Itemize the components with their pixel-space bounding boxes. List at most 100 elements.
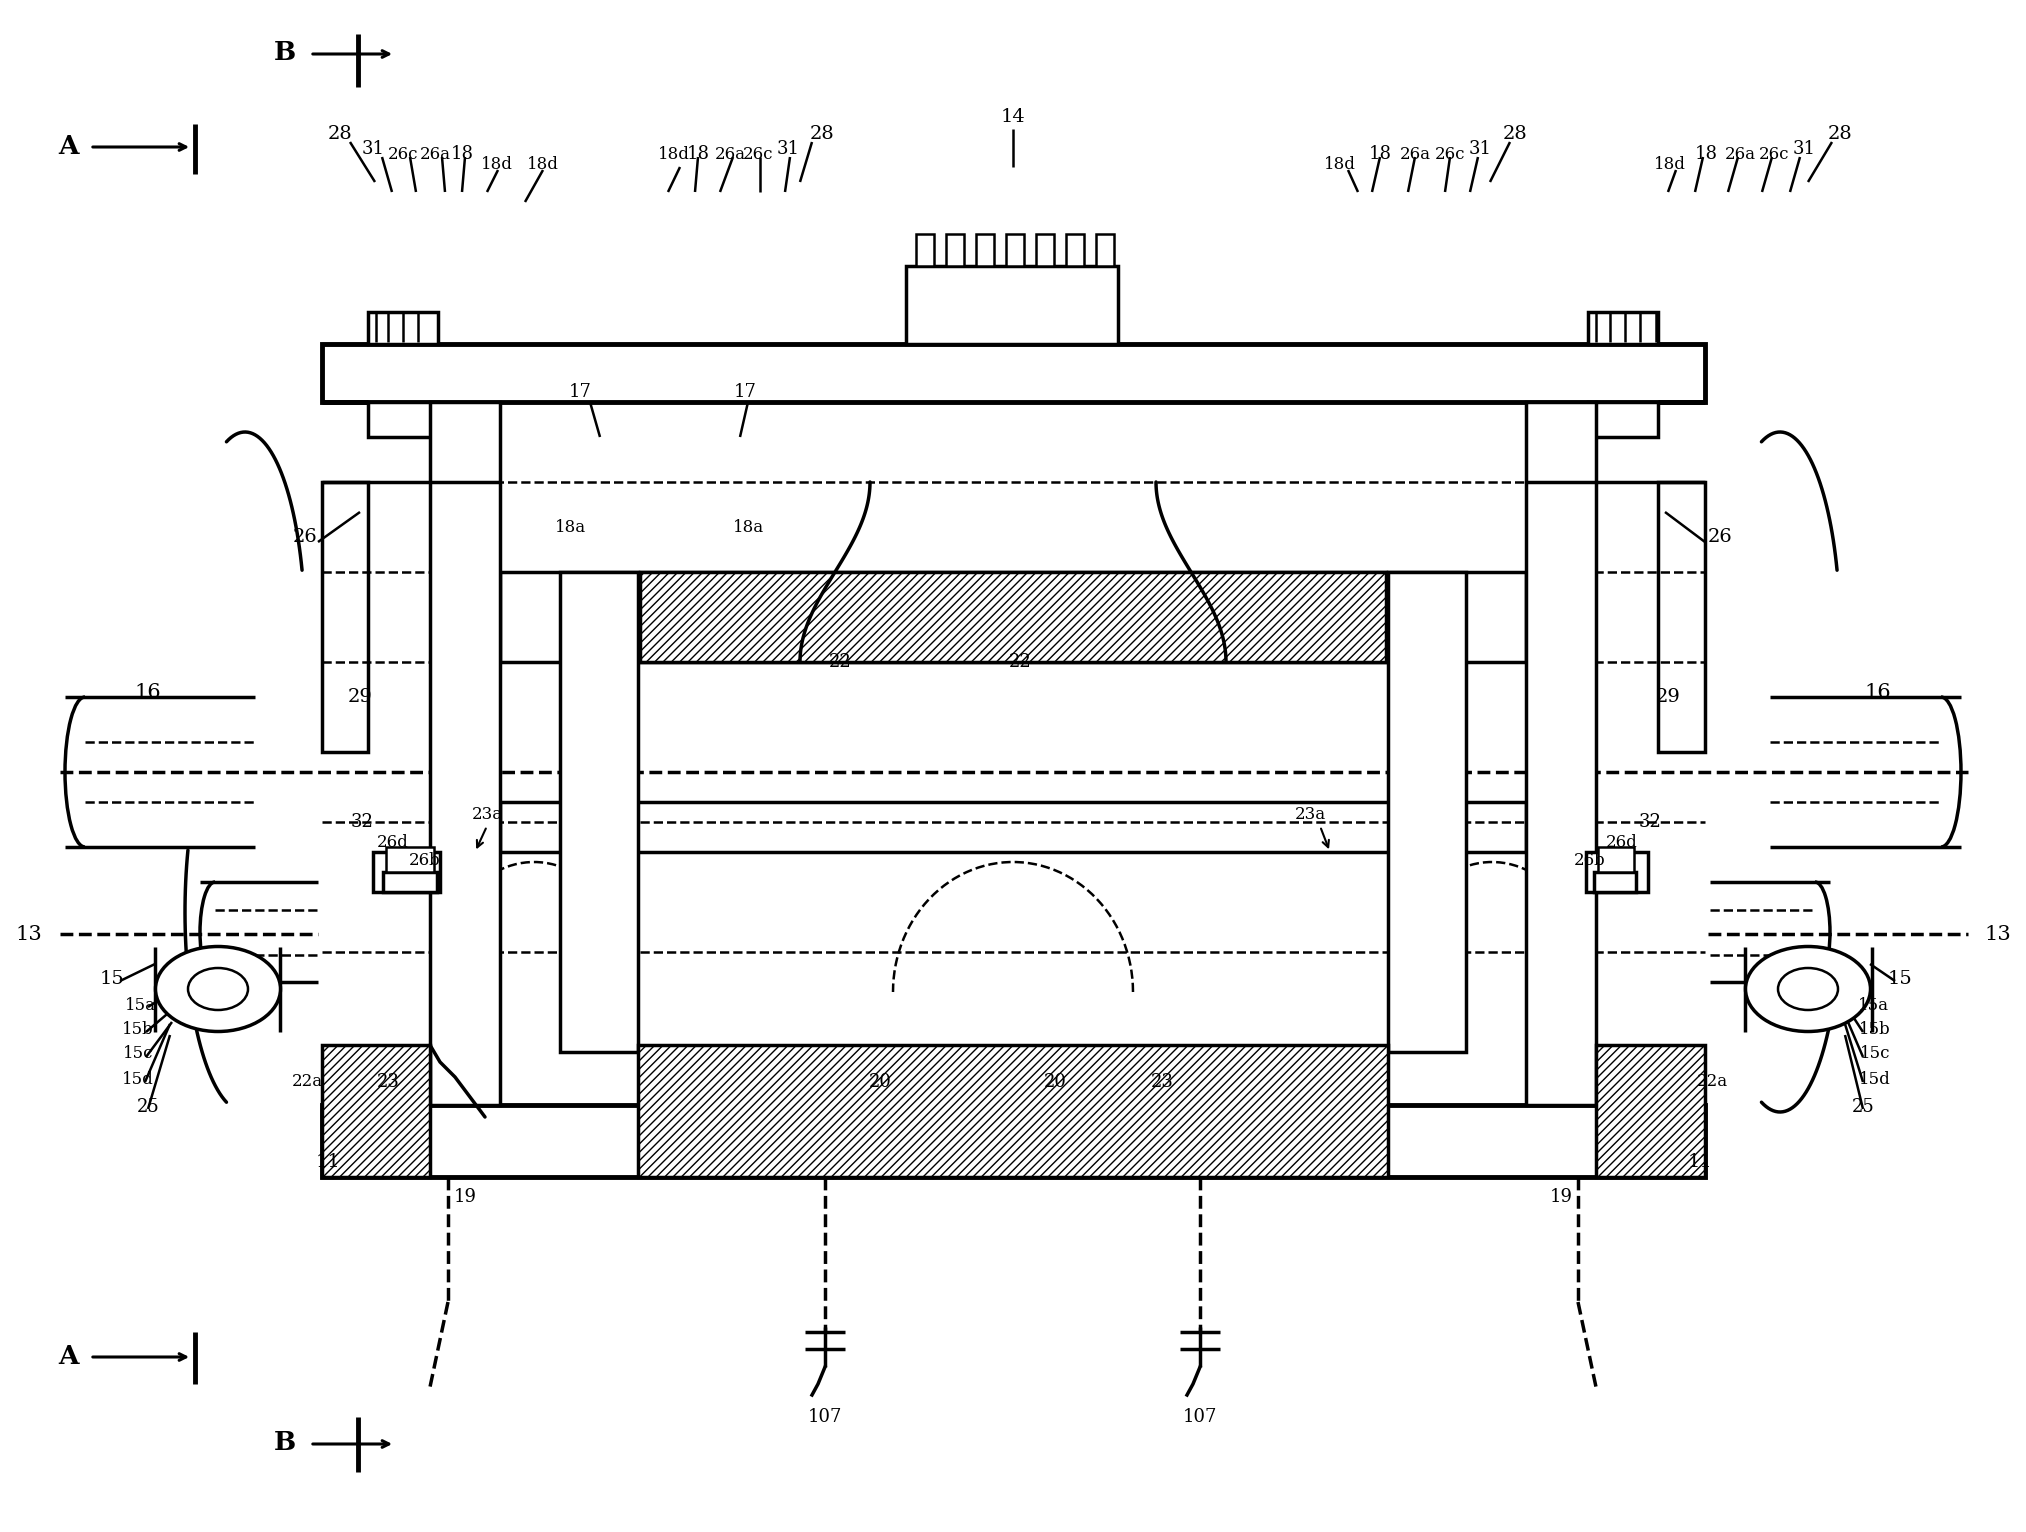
Text: 23a: 23a: [472, 806, 502, 823]
Bar: [369, 401, 438, 437]
Text: 23: 23: [377, 1072, 399, 1091]
Text: 26a: 26a: [1724, 146, 1755, 162]
Bar: [373, 852, 440, 892]
Text: 26c: 26c: [1434, 146, 1465, 162]
Bar: [1588, 401, 1657, 437]
Text: 26c: 26c: [387, 146, 417, 162]
Text: 18: 18: [1694, 146, 1718, 162]
Text: 26d: 26d: [1607, 833, 1637, 850]
Text: 31: 31: [1793, 139, 1815, 158]
Bar: [1588, 313, 1657, 345]
Text: 25: 25: [1852, 1098, 1874, 1115]
Text: 32: 32: [1639, 813, 1661, 830]
Bar: [322, 1105, 1706, 1177]
Text: 15b: 15b: [122, 1020, 154, 1037]
Text: 29: 29: [348, 688, 373, 706]
Text: 31: 31: [1469, 139, 1491, 158]
Bar: [1586, 852, 1647, 892]
Bar: [387, 847, 434, 872]
Bar: [500, 571, 1526, 662]
Text: 13: 13: [1983, 924, 2010, 944]
Text: 15a: 15a: [124, 996, 156, 1014]
Bar: [1526, 401, 1596, 1105]
Bar: [1657, 483, 1706, 752]
Text: 15c: 15c: [1860, 1045, 1890, 1063]
Ellipse shape: [156, 947, 280, 1031]
Text: 22a: 22a: [1696, 1074, 1728, 1091]
Bar: [322, 483, 369, 752]
Text: 16: 16: [134, 682, 162, 702]
Bar: [977, 234, 995, 267]
Text: 18d: 18d: [658, 146, 691, 162]
Bar: [1007, 234, 1023, 267]
Text: A: A: [59, 1344, 79, 1368]
Text: 22a: 22a: [292, 1074, 322, 1091]
Ellipse shape: [188, 968, 247, 1010]
Ellipse shape: [1746, 947, 1870, 1031]
Text: 26c: 26c: [1759, 146, 1789, 162]
Text: 23a: 23a: [1295, 806, 1325, 823]
Bar: [1596, 1045, 1706, 1177]
Text: 15d: 15d: [122, 1071, 154, 1089]
Bar: [322, 1045, 430, 1177]
Text: 28: 28: [328, 126, 353, 142]
Bar: [369, 313, 438, 345]
Text: 26d: 26d: [377, 833, 409, 850]
Text: 15a: 15a: [1858, 996, 1888, 1014]
Text: 32: 32: [350, 813, 373, 830]
Text: 15c: 15c: [124, 1045, 154, 1063]
Text: 19: 19: [454, 1187, 476, 1206]
Bar: [1599, 847, 1635, 872]
Text: 19: 19: [1550, 1187, 1572, 1206]
Text: 26: 26: [1708, 529, 1732, 545]
Bar: [916, 234, 934, 267]
Bar: [1035, 234, 1054, 267]
Text: 26a: 26a: [419, 146, 450, 162]
Text: 26: 26: [292, 529, 318, 545]
Text: 18: 18: [1368, 146, 1392, 162]
Text: 14: 14: [1001, 107, 1025, 126]
Bar: [1594, 872, 1637, 892]
Bar: [559, 571, 638, 1052]
Bar: [640, 571, 1386, 662]
Text: 15: 15: [99, 970, 124, 988]
Bar: [430, 401, 500, 1105]
Text: 107: 107: [808, 1408, 843, 1426]
Bar: [1388, 571, 1467, 1052]
Text: 18a: 18a: [733, 518, 764, 536]
Text: 18d: 18d: [527, 156, 559, 173]
Text: 18d: 18d: [480, 156, 513, 173]
Text: 15: 15: [1888, 970, 1913, 988]
Bar: [1096, 234, 1114, 267]
Ellipse shape: [1779, 968, 1838, 1010]
Bar: [500, 801, 1526, 852]
Text: B: B: [274, 1429, 296, 1454]
Text: 26c: 26c: [744, 146, 774, 162]
Text: 26b: 26b: [1574, 852, 1607, 869]
Text: 13: 13: [16, 924, 43, 944]
Text: 107: 107: [1183, 1408, 1218, 1426]
Text: 20: 20: [869, 1072, 891, 1091]
Text: 17: 17: [569, 383, 592, 401]
Bar: [322, 345, 1706, 401]
Text: 18d: 18d: [1325, 156, 1355, 173]
Text: 26a: 26a: [1400, 146, 1430, 162]
Bar: [946, 234, 964, 267]
Text: 18a: 18a: [555, 518, 586, 536]
Bar: [906, 267, 1118, 345]
Text: 18: 18: [450, 146, 474, 162]
Text: 31: 31: [361, 139, 385, 158]
Text: 26b: 26b: [409, 852, 442, 869]
Text: 17: 17: [733, 383, 756, 401]
Text: 31: 31: [776, 139, 800, 158]
Text: 16: 16: [1864, 682, 1892, 702]
Text: 28: 28: [1827, 126, 1852, 142]
Text: 28: 28: [1503, 126, 1528, 142]
Text: 11: 11: [316, 1154, 340, 1170]
Text: 26a: 26a: [715, 146, 746, 162]
Text: A: A: [59, 133, 79, 158]
Text: 22: 22: [1009, 653, 1031, 671]
Text: 18d: 18d: [1653, 156, 1686, 173]
Text: 25: 25: [136, 1098, 160, 1115]
Bar: [383, 872, 438, 892]
